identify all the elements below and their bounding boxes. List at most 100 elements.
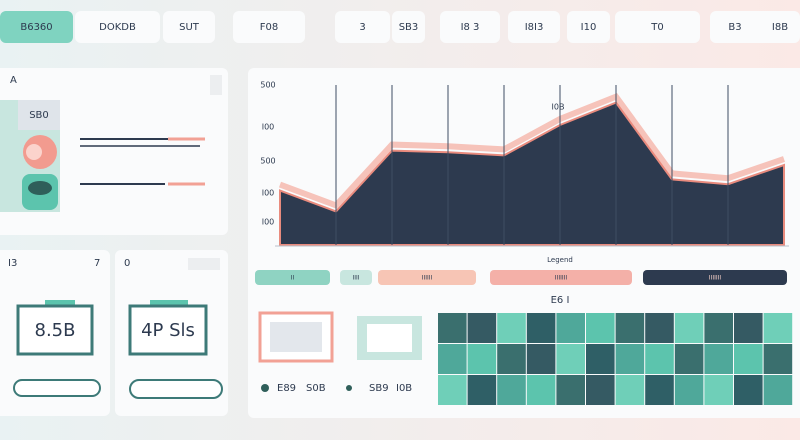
tab-bar: B6360 DOKDB SUT F08 3 SB3 I8 3 I8I3 I10 T0 B3 I8B [0, 11, 800, 43]
heat-cell [467, 375, 497, 405]
badge [18, 100, 60, 130]
pill-label: IIIIIII [555, 275, 568, 282]
y-label: 500 [260, 81, 275, 90]
tab-label: SUT [179, 22, 200, 33]
y-label: I00 [262, 189, 275, 198]
tab[interactable] [335, 11, 390, 43]
stat-value: 8.5B [35, 320, 76, 341]
bottom-label: S0B [306, 383, 326, 394]
tab-label: I10 [581, 22, 597, 33]
pill-label: II [291, 275, 295, 282]
dot [346, 385, 352, 391]
pill[interactable] [643, 270, 787, 285]
heat-cell [645, 313, 674, 343]
pill[interactable] [255, 270, 330, 285]
tab-label: I8 3 [461, 22, 480, 33]
card-title: A [10, 75, 17, 86]
tab[interactable] [567, 11, 610, 43]
heat-cell [674, 313, 704, 343]
tab-label: B6360 [20, 22, 52, 33]
button[interactable] [13, 379, 101, 397]
area-chart: 500 I00 500 I00 I00 I0B [260, 81, 789, 247]
stat-2: 0 4P Sls [124, 258, 223, 399]
pill-row: II IIII IIIIII IIIIIII IIIIIII [255, 270, 787, 285]
heat-cell [586, 313, 615, 343]
heat-cell [586, 344, 615, 374]
tab-label: 3 [359, 22, 365, 33]
y-label: I00 [262, 218, 275, 227]
tab-label: F08 [260, 22, 278, 33]
icon [210, 75, 222, 95]
heat-cell [467, 313, 497, 343]
heat-cell [734, 375, 763, 405]
heat-cell [763, 344, 793, 374]
pill-label: IIIIII [422, 275, 433, 282]
tab-label: SB3 [399, 22, 419, 33]
heat-cell [674, 375, 704, 405]
tab-label: B3 [728, 22, 741, 33]
tab-label: I8B [772, 22, 788, 33]
dot [261, 384, 269, 392]
heat-cell [586, 375, 615, 405]
button[interactable] [129, 379, 223, 399]
legend: Legend [547, 256, 573, 264]
bottom-label: I0B [396, 383, 412, 394]
stat-label: 0 [124, 258, 130, 269]
heat-cell [704, 375, 733, 405]
heat-cell [497, 313, 526, 343]
value-box [128, 304, 208, 356]
tab[interactable] [440, 11, 500, 43]
annotation: I0B [552, 103, 565, 112]
heat-cell [615, 375, 645, 405]
pill-label: IIIIIII [709, 275, 722, 282]
heat-cell [526, 313, 556, 343]
heatmap [438, 313, 793, 405]
heat-cell [615, 313, 645, 343]
tab[interactable] [508, 11, 560, 43]
heat-cell [497, 375, 526, 405]
bottom-label: E89 [277, 383, 296, 394]
tab[interactable] [233, 11, 305, 43]
pill[interactable] [378, 270, 476, 285]
heat-cell [526, 344, 556, 374]
tab-label: DOKDB [99, 22, 136, 33]
tab[interactable] [0, 11, 73, 43]
heat-cell [645, 375, 674, 405]
badge-text: SB0 [29, 110, 49, 121]
tab[interactable] [75, 11, 160, 43]
value-box [16, 304, 94, 356]
heat-cell [556, 313, 585, 343]
heat-cell [467, 344, 497, 374]
bottom-label: SB9 [369, 383, 389, 394]
tab[interactable] [163, 11, 215, 43]
pill[interactable] [490, 270, 632, 285]
heat-cell [438, 344, 467, 374]
tab[interactable] [392, 11, 425, 43]
tab[interactable] [615, 11, 700, 43]
heat-cell [526, 375, 556, 405]
y-label: 500 [260, 157, 275, 166]
heat-cell [497, 344, 526, 374]
heat-cell [438, 313, 467, 343]
heat-cell [615, 344, 645, 374]
heat-cell [763, 313, 793, 343]
area-outline [278, 92, 785, 209]
heat-cell [734, 344, 763, 374]
heat-cell [734, 313, 763, 343]
icon-shape [28, 181, 52, 195]
heat-cell [645, 344, 674, 374]
pill[interactable] [340, 270, 372, 285]
heat-cell [674, 344, 704, 374]
heat-cell [556, 344, 585, 374]
heat-cell [704, 313, 733, 343]
avatar-inner [26, 144, 42, 160]
heat-cell [556, 375, 585, 405]
stat-value: 4P Sls [141, 320, 195, 341]
pill-label: IIII [352, 275, 359, 282]
tab[interactable] [710, 11, 800, 43]
heatmap-label: E6 I [551, 295, 570, 306]
stat-1: I3 7 8.5B [8, 258, 101, 397]
heat-cell [763, 375, 793, 405]
